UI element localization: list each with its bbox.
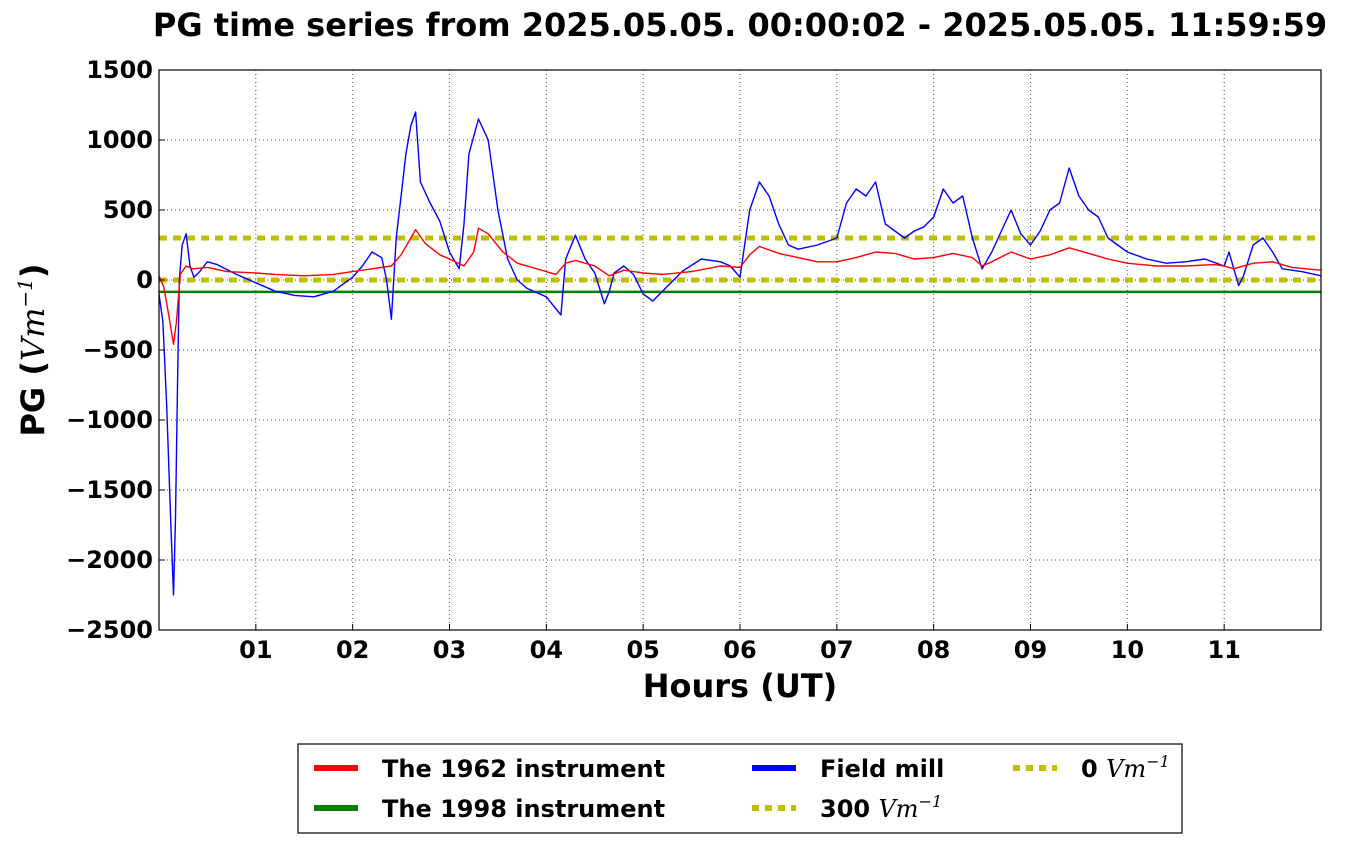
x-tick-label: 05: [626, 636, 659, 664]
x-tick-label: 01: [239, 636, 272, 664]
series-line-the-1962-instrument: [158, 227, 1322, 346]
y-axis-title-close: ): [14, 263, 52, 278]
legend-label: Field mill: [820, 755, 944, 783]
svg-text:PG (Vm−1): PG (Vm−1): [13, 263, 52, 436]
x-axis-title: Hours (UT): [643, 667, 838, 705]
legend: The 1962 instrument The 1998 instrument Fi…: [297, 743, 1183, 834]
y-tick-label: −2000: [66, 546, 153, 574]
y-tick-label: −500: [83, 336, 153, 364]
y-tick-label: 1000: [86, 126, 153, 154]
x-tick-label: 11: [1207, 636, 1240, 664]
axis-ticks: 01 02 03 04 05 06 07 08 09 10 11 −2500 −2000 −1500 −10…: [66, 56, 1241, 664]
legend-label: The 1962 instrument: [382, 755, 665, 783]
x-tick-label: 04: [530, 636, 563, 664]
y-tick-label: 1500: [86, 56, 153, 84]
y-tick-label: −1000: [66, 406, 153, 434]
chart-title: PG time series from 2025.05.05. 00:00:02…: [153, 6, 1327, 44]
legend-label: 0 Vm−1: [1081, 752, 1170, 783]
plot-series: [158, 111, 1322, 596]
x-tick-label: 09: [1014, 636, 1047, 664]
y-axis-title: PG (Vm−1): [13, 263, 52, 436]
x-tick-label: 02: [336, 636, 369, 664]
x-tick-label: 07: [820, 636, 853, 664]
x-tick-label: 06: [723, 636, 756, 664]
y-tick-label: −1500: [66, 476, 153, 504]
y-tick-label: 0: [136, 266, 153, 294]
x-tick-label: 10: [1111, 636, 1144, 664]
legend-label: 300 Vm−1: [820, 792, 942, 823]
legend-label: The 1998 instrument: [382, 795, 665, 823]
legend-frame: [297, 743, 1183, 834]
series-line-field-mill: [158, 111, 1322, 596]
x-tick-label: 08: [917, 636, 950, 664]
y-tick-label: 500: [103, 196, 153, 224]
y-axis-title-exp: −1: [13, 278, 37, 307]
y-tick-label: −2500: [66, 616, 153, 644]
x-tick-label: 03: [433, 636, 466, 664]
grid: [159, 70, 1321, 630]
y-axis-title-unit: Vm: [14, 308, 52, 361]
y-axis-title-text: PG (: [14, 361, 52, 436]
